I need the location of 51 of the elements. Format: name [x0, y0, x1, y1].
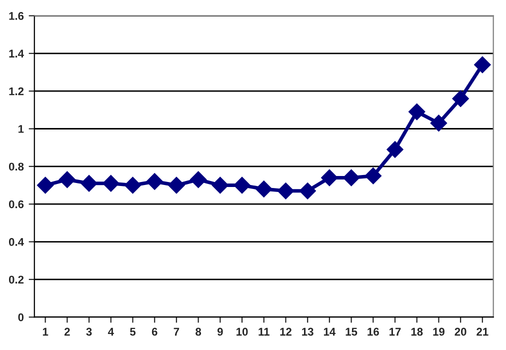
point [277, 182, 294, 200]
x-tick-label: 10 [236, 328, 248, 336]
point [364, 167, 382, 184]
point [36, 176, 54, 194]
point [80, 175, 98, 192]
point [58, 171, 76, 188]
y-tick-label: 0.6 [8, 200, 24, 208]
point [386, 141, 404, 158]
x-tick-label: 17 [390, 328, 401, 336]
x-tick-label: 13 [302, 328, 314, 336]
x-tick-label: 1 [42, 328, 48, 336]
point [234, 176, 250, 194]
x-tick-label: 4 [108, 328, 114, 336]
point [102, 175, 120, 192]
x-tick-label: 2 [64, 328, 70, 336]
point [342, 169, 360, 186]
x-tick-label: 6 [152, 328, 158, 336]
y-tick-label: 0.8 [8, 162, 24, 171]
y-tick-label: 1.6 [9, 12, 24, 20]
point [124, 176, 142, 194]
point [190, 171, 207, 188]
point [146, 173, 163, 190]
x-tick-label: 14 [324, 328, 336, 336]
x-tick-label: 8 [196, 328, 202, 336]
y-tick-label: 1.2 [9, 87, 24, 96]
x-tick-label: 15 [346, 328, 358, 336]
x-tick-label: 7 [174, 328, 180, 336]
point [299, 182, 316, 200]
y-tick-label: 0 [18, 313, 24, 322]
point [408, 103, 426, 120]
y-tick-label: 0.4 [8, 238, 24, 246]
x-tick-label: 20 [454, 328, 466, 336]
y-tick-label: 1.4 [9, 50, 24, 58]
point [452, 90, 469, 107]
y-tick-label: 1 [18, 125, 24, 133]
x-tick-label: 11 [258, 328, 270, 336]
point [168, 176, 185, 194]
x-tick-label: 18 [411, 328, 423, 336]
point [255, 180, 272, 198]
x-tick-label: 9 [217, 328, 223, 336]
x-tick-label: 5 [130, 328, 136, 336]
y-tick-label: 0.2 [8, 276, 24, 284]
x-tick-label: 16 [368, 328, 379, 336]
point [212, 176, 229, 194]
point [430, 114, 448, 132]
point [474, 56, 491, 74]
point [321, 169, 338, 186]
x-tick-label: 19 [433, 328, 444, 336]
x-tick-label: 21 [476, 328, 488, 336]
x-tick-label: 3 [86, 328, 92, 336]
x-tick-label: 12 [280, 328, 292, 336]
